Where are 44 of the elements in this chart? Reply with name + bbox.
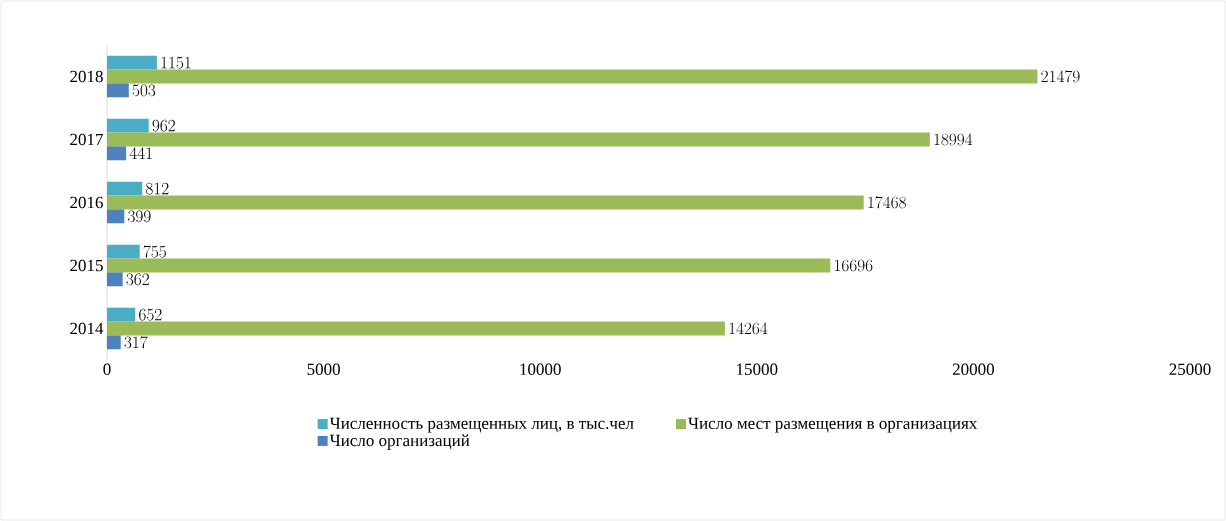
bar <box>107 181 143 196</box>
data-label: 1151 <box>161 56 191 69</box>
bar <box>107 272 123 287</box>
bar <box>107 258 831 273</box>
x-tick-label: 15000 <box>737 363 778 375</box>
bar <box>107 69 1038 84</box>
bar <box>107 146 127 161</box>
y-tick-label: 2016 <box>70 196 103 209</box>
data-label: 18994 <box>934 133 973 146</box>
bar <box>107 244 140 259</box>
legend-label: Число организаций <box>329 434 470 450</box>
bar <box>107 195 864 210</box>
data-label: 652 <box>139 308 162 321</box>
data-label: 755 <box>143 245 166 258</box>
data-label: 441 <box>129 147 152 159</box>
bar <box>107 321 725 336</box>
bar <box>107 307 136 322</box>
legend-label: Численность размещенных лиц, в тыс.чел <box>329 417 634 433</box>
x-tick-label: 25000 <box>1169 363 1211 375</box>
data-label: 317 <box>124 336 148 349</box>
data-label: 812 <box>145 182 169 195</box>
bar <box>107 118 149 133</box>
y-tick-label: 2015 <box>70 259 103 272</box>
y-tick-label: 2014 <box>70 322 104 335</box>
data-label: 17468 <box>868 196 906 209</box>
bar <box>107 335 121 350</box>
bar <box>107 83 129 98</box>
data-label: 962 <box>152 119 175 132</box>
bar <box>107 132 930 147</box>
bar <box>107 209 125 224</box>
data-label: 16696 <box>834 259 873 272</box>
data-label: 503 <box>132 84 156 97</box>
x-tick-label: 10000 <box>520 363 561 375</box>
y-tick-label: 2017 <box>70 133 103 146</box>
y-tick-label: 2018 <box>70 70 103 83</box>
x-tick-label: 20000 <box>952 363 994 375</box>
data-label: 399 <box>128 210 151 223</box>
data-label: 21479 <box>1041 70 1080 83</box>
x-tick-label: 5000 <box>307 363 340 375</box>
data-label: 362 <box>126 273 149 286</box>
bar <box>107 55 157 70</box>
legend-label: Число мест размещения в организациях <box>688 417 978 433</box>
x-tick-label: 0 <box>103 363 111 375</box>
data-label: 14264 <box>729 322 768 335</box>
